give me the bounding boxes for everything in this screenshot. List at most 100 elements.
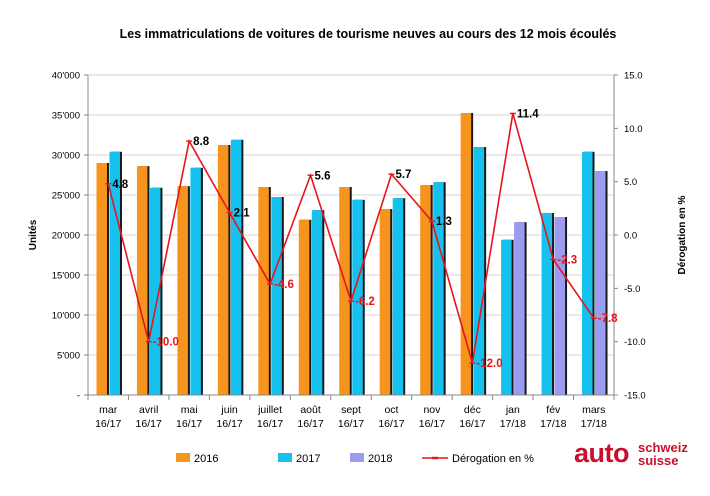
bar-2017 bbox=[311, 210, 323, 395]
x-tick-label: sept bbox=[341, 404, 361, 416]
x-tick-label: juillet bbox=[257, 404, 282, 416]
bar-2017 bbox=[271, 197, 282, 395]
bar-2017 bbox=[541, 213, 553, 395]
bar-2017 bbox=[433, 182, 444, 395]
y2-tick-label: 0.0 bbox=[624, 231, 637, 242]
bar-2016 bbox=[339, 187, 350, 395]
axes bbox=[84, 74, 618, 400]
y-tick-label: 40'000 bbox=[52, 71, 80, 82]
y-tick-label: 5'000 bbox=[57, 351, 80, 362]
x-tick-label: juin bbox=[220, 404, 238, 416]
derogation-data-label: 11.4 bbox=[517, 108, 539, 120]
bar-2016 bbox=[96, 163, 107, 395]
y2-tick-label: 5.0 bbox=[624, 177, 637, 188]
bar-2017 bbox=[352, 199, 363, 395]
bar-2018 bbox=[554, 217, 566, 395]
chart-title: Les immatriculations de voitures de tour… bbox=[120, 27, 617, 41]
legend-label: Dérogation en % bbox=[452, 453, 534, 465]
x-tick-label: nov bbox=[423, 404, 441, 416]
x-tick-label: mar bbox=[99, 404, 118, 416]
x-tick-label: déc bbox=[464, 404, 481, 416]
y-tick-label: - bbox=[77, 391, 80, 402]
auto-schweiz-logo: auto schweiz suisse bbox=[574, 438, 704, 478]
y2-tick-label: -10.0 bbox=[624, 337, 646, 348]
y-tick-label: 35'000 bbox=[52, 111, 80, 122]
bar-2016 bbox=[420, 185, 431, 395]
logo-schweiz-text: schweiz bbox=[638, 440, 688, 455]
derogation-data-label: -12.0 bbox=[476, 358, 502, 370]
derogation-data-label: -10.0 bbox=[153, 337, 179, 349]
x-tick-label: 16/17 bbox=[95, 418, 121, 430]
y-tick-label: 25'000 bbox=[52, 191, 80, 202]
x-tick-label: 17/18 bbox=[581, 418, 607, 430]
legend-label: 2016 bbox=[194, 453, 218, 465]
derogation-data-label: 4.8 bbox=[112, 179, 129, 191]
derogation-data-label: 5.7 bbox=[395, 169, 411, 181]
bar-2016 bbox=[217, 145, 229, 395]
y2-tick-label: -15.0 bbox=[624, 391, 646, 402]
x-tick-label: 16/17 bbox=[136, 418, 162, 430]
derogation-data-label: -7.8 bbox=[598, 313, 618, 325]
derogation-data-label: 1.3 bbox=[436, 216, 452, 228]
x-tick-label: 16/17 bbox=[338, 418, 364, 430]
x-tick-label: 17/18 bbox=[500, 418, 526, 430]
bar-2017 bbox=[190, 167, 201, 395]
legend-swatch-2016 bbox=[176, 453, 190, 462]
y2-tick-label: 15.0 bbox=[624, 71, 643, 82]
data-labels: 4.8 -10.0 8.8 2.1 -4.6 5.6 -6.2 5.7 1.3 -12.0 11.4… bbox=[112, 108, 618, 370]
x-tick-label: 16/17 bbox=[176, 418, 202, 430]
bar-2017 bbox=[109, 151, 120, 395]
x-tick-label: mars bbox=[582, 404, 605, 416]
x-tick-label: 16/17 bbox=[378, 418, 404, 430]
tick-labels: - 5'000 10'000 15'000 20'000 25'000 30'000 35'0… bbox=[52, 71, 646, 431]
x-tick-label: 17/18 bbox=[540, 418, 566, 430]
y-tick-label: 10'000 bbox=[52, 311, 80, 322]
y-axis-label: Unités bbox=[28, 219, 39, 250]
derogation-data-label: 8.8 bbox=[193, 136, 210, 148]
y-tick-label: 30'000 bbox=[52, 151, 80, 162]
bar-2016 bbox=[298, 219, 310, 395]
derogation-data-label: -4.6 bbox=[274, 279, 294, 291]
bar-2017 bbox=[392, 198, 404, 395]
bar-2017 bbox=[501, 239, 512, 395]
bar-2018 bbox=[514, 222, 525, 395]
legend-label: 2018 bbox=[368, 453, 392, 465]
y-tick-label: 15'000 bbox=[52, 271, 80, 282]
bar-2017 bbox=[230, 139, 242, 395]
derogation-data-label: 2.1 bbox=[234, 208, 251, 220]
derogation-data-label: -2.3 bbox=[557, 255, 577, 267]
bar-2016 bbox=[177, 186, 188, 395]
legend: 2016 2017 2018 Dérogation en % bbox=[176, 453, 534, 465]
derogation-line bbox=[105, 112, 597, 364]
x-tick-label: 16/17 bbox=[419, 418, 445, 430]
bar-2016 bbox=[258, 187, 269, 395]
x-tick-label: mai bbox=[181, 404, 198, 416]
y2-tick-label: 10.0 bbox=[624, 124, 643, 135]
legend-label: 2017 bbox=[296, 453, 320, 465]
y-tick-label: 20'000 bbox=[52, 231, 80, 242]
x-tick-label: avril bbox=[139, 404, 158, 416]
x-tick-label: 16/17 bbox=[216, 418, 242, 430]
bar-2017 bbox=[582, 151, 593, 395]
legend-swatch-2017 bbox=[278, 453, 292, 462]
x-tick-label: 16/17 bbox=[297, 418, 323, 430]
x-tick-label: 16/17 bbox=[459, 418, 485, 430]
x-tick-label: août bbox=[300, 404, 321, 416]
bar-2017 bbox=[149, 187, 161, 395]
logo-suisse-text: suisse bbox=[638, 453, 679, 468]
bar-2016 bbox=[136, 166, 148, 395]
bar-2017 bbox=[473, 147, 485, 395]
x-tick-label: fév bbox=[546, 404, 561, 416]
x-tick-label: jan bbox=[505, 404, 520, 416]
y2-tick-label: -5.0 bbox=[624, 284, 640, 295]
derogation-data-label: 5.6 bbox=[315, 170, 331, 182]
x-tick-label: oct bbox=[384, 404, 398, 416]
y2-axis-label: Dérogation en % bbox=[677, 195, 688, 274]
bar-2016 bbox=[379, 209, 391, 395]
bars bbox=[96, 113, 608, 395]
logo-auto-text: auto bbox=[574, 438, 630, 468]
legend-swatch-2018 bbox=[350, 453, 364, 462]
bar-2016 bbox=[460, 113, 472, 395]
x-tick-label: 16/17 bbox=[257, 418, 283, 430]
